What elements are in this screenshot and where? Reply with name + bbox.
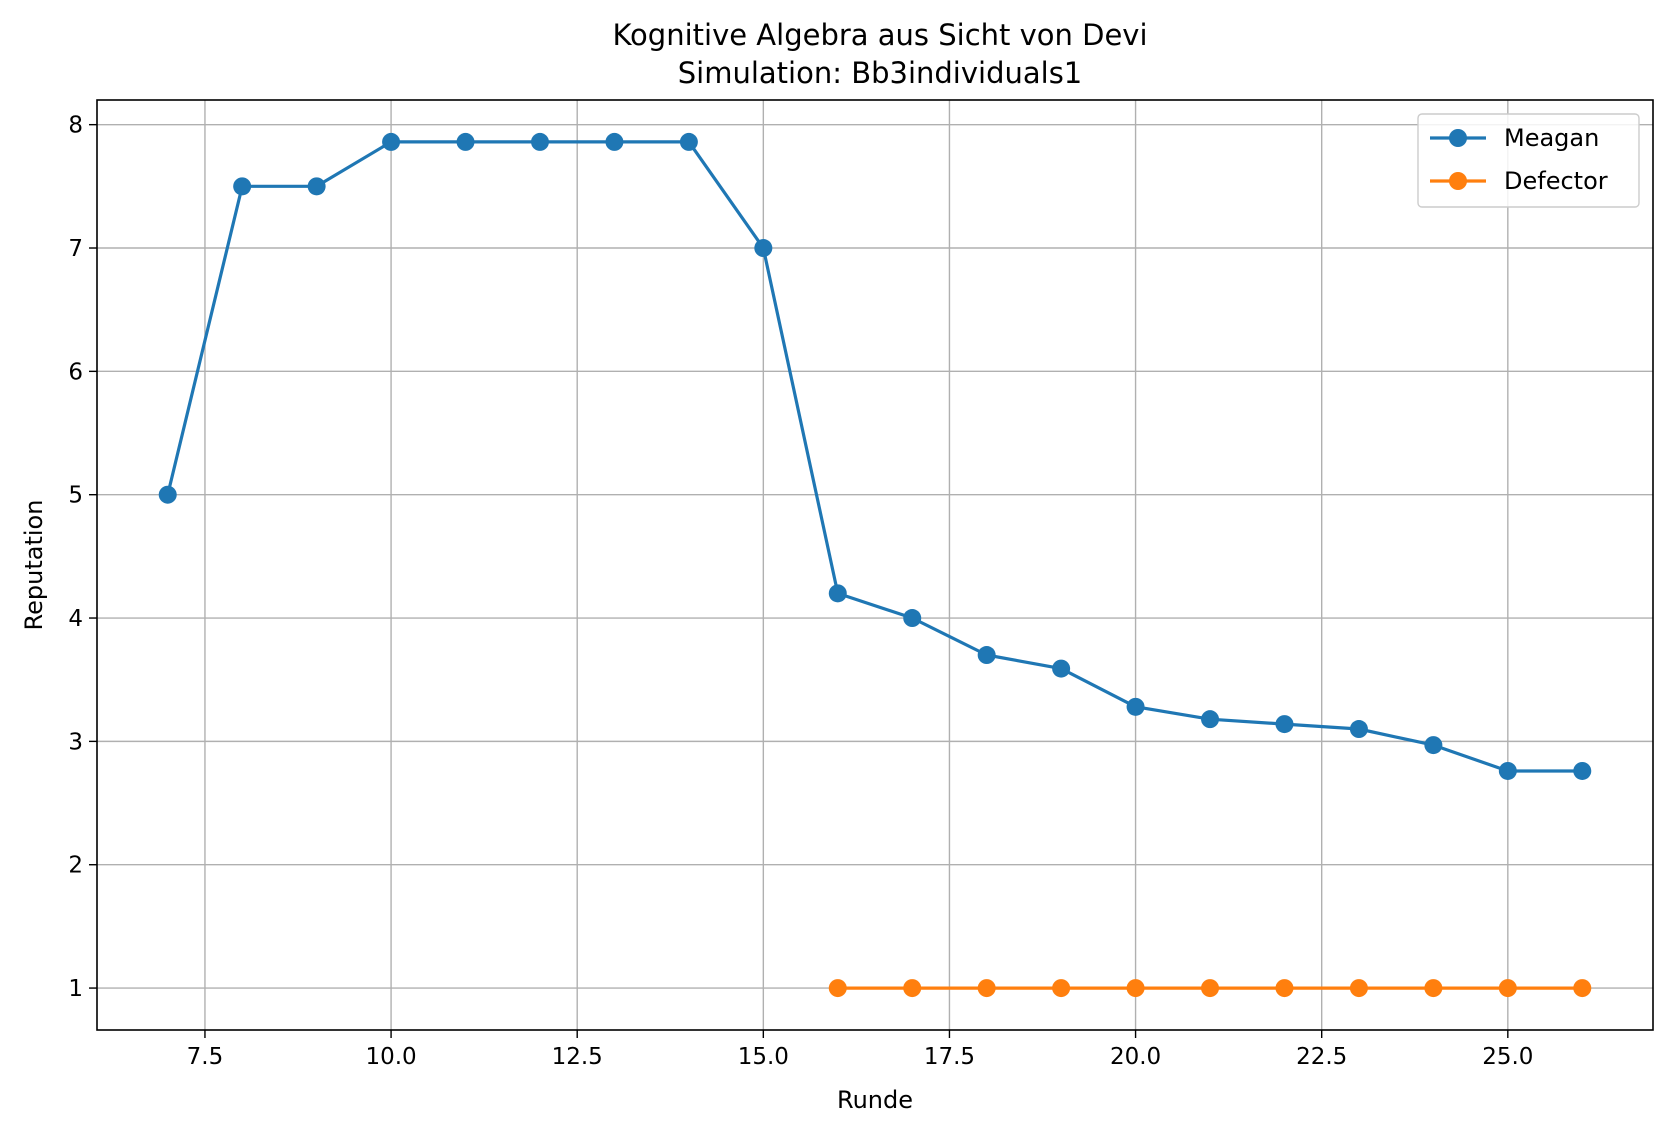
legend-label-defector: Defector <box>1504 167 1608 195</box>
y-tick-label: 5 <box>68 483 83 509</box>
data-point-meagan <box>903 609 922 628</box>
y-tick-label: 7 <box>68 236 83 262</box>
data-point-meagan <box>1424 736 1443 755</box>
data-point-meagan <box>382 132 401 151</box>
y-tick-label: 3 <box>68 729 83 755</box>
data-point-defector <box>828 979 847 998</box>
data-point-meagan <box>1052 659 1071 678</box>
data-point-meagan <box>1201 710 1220 729</box>
data-point-defector <box>977 979 996 998</box>
x-tick-label: 7.5 <box>187 1044 224 1070</box>
data-point-meagan <box>307 177 326 196</box>
data-point-meagan <box>1126 697 1145 716</box>
x-tick-label: 10.0 <box>365 1044 416 1070</box>
y-tick-label: 1 <box>68 976 83 1002</box>
data-point-meagan <box>530 132 549 151</box>
series-meagan <box>158 132 1592 780</box>
data-point-defector <box>1498 979 1517 998</box>
data-point-defector <box>1052 979 1071 998</box>
y-axis: 1 2 3 4 5 6 7 8 <box>68 113 97 1002</box>
data-point-meagan <box>605 132 624 151</box>
y-tick-label: 6 <box>68 359 83 385</box>
y-tick-label: 4 <box>68 606 83 632</box>
data-point-meagan <box>456 132 475 151</box>
data-point-defector <box>1573 979 1592 998</box>
data-point-defector <box>1275 979 1294 998</box>
data-point-defector <box>1201 979 1220 998</box>
series-group <box>158 132 1592 998</box>
data-point-meagan <box>828 584 847 603</box>
data-point-defector <box>1349 979 1368 998</box>
plot-frame <box>96 99 1654 1031</box>
chart-title: Kognitive Algebra aus Sicht von Devi <box>612 18 1147 52</box>
data-point-meagan <box>1275 715 1294 734</box>
data-point-meagan <box>977 646 996 665</box>
data-point-meagan <box>1349 720 1368 739</box>
y-axis-label: Reputation <box>20 500 48 631</box>
x-axis: 7.5 10.0 12.5 15.0 17.5 20.0 22.5 25.0 <box>187 1030 1533 1070</box>
data-point-defector <box>903 979 922 998</box>
y-tick-label: 2 <box>68 853 83 879</box>
x-tick-label: 22.5 <box>1296 1044 1347 1070</box>
data-point-meagan <box>679 132 698 151</box>
grid <box>97 100 1653 1030</box>
x-axis-label: Runde <box>837 1086 913 1114</box>
data-point-meagan <box>754 239 773 258</box>
legend-marker-meagan <box>1449 129 1467 147</box>
legend-label-meagan: Meagan <box>1504 124 1599 152</box>
data-point-defector <box>1126 979 1145 998</box>
data-point-defector <box>1424 979 1443 998</box>
x-tick-label: 25.0 <box>1482 1044 1533 1070</box>
data-point-meagan <box>158 485 177 504</box>
data-point-meagan <box>1573 761 1592 780</box>
series-defector <box>828 979 1592 998</box>
series-line-meagan <box>166 140 1583 773</box>
x-tick-label: 17.5 <box>924 1044 975 1070</box>
data-point-meagan <box>1498 761 1517 780</box>
chart-subtitle: Simulation: Bb3individuals1 <box>678 56 1083 90</box>
data-point-meagan <box>233 177 252 196</box>
x-tick-label: 20.0 <box>1110 1044 1161 1070</box>
y-tick-label: 8 <box>68 113 83 139</box>
legend: Meagan Defector <box>1417 113 1640 208</box>
x-tick-label: 15.0 <box>738 1044 789 1070</box>
legend-marker-defector <box>1449 172 1467 190</box>
x-tick-label: 12.5 <box>552 1044 603 1070</box>
